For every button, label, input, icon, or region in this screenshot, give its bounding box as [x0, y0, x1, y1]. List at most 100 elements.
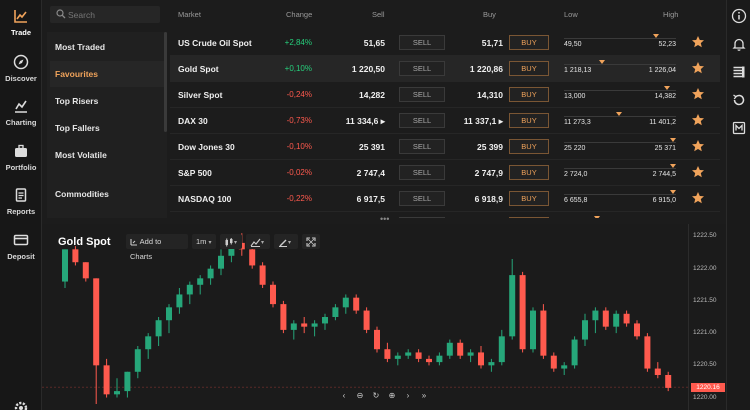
sell-button[interactable]: SELL — [399, 87, 445, 102]
change-value: +0,10% — [284, 64, 312, 73]
buy-button[interactable]: BUY — [509, 165, 549, 180]
category-scrollbar[interactable] — [164, 32, 167, 132]
sell-button[interactable]: SELL — [399, 35, 445, 50]
range-bar — [564, 168, 676, 169]
timeframe-select[interactable]: 1m ▾ — [192, 234, 216, 249]
category-top-fallers[interactable]: Top Fallers — [55, 123, 100, 133]
card-icon — [13, 234, 29, 246]
drawing-tools-select[interactable]: ▾ — [274, 234, 298, 249]
sell-price: 11 334,6 ▸ — [345, 116, 385, 126]
favourite-star-icon[interactable] — [691, 139, 705, 153]
category-most-traded[interactable]: Most Traded — [55, 42, 106, 52]
table-row[interactable]: Silver Spot -0,24% 14,282 SELL 14,310 BUY 13,0… — [170, 82, 720, 108]
low-value: 11 273,3 — [564, 119, 591, 126]
candlestick-type-icon — [225, 237, 233, 247]
sell-button[interactable]: SELL — [399, 61, 445, 76]
chart-panel[interactable]: Gold Spot Add to Charts 1m ▾ ▾ ▾ ▾ 1220.… — [42, 224, 726, 410]
nav-portfolio[interactable]: Portfolio — [0, 143, 42, 172]
category-favourites[interactable]: Favourites — [50, 61, 164, 87]
low-value: 2 724,0 — [564, 171, 588, 178]
zoom-out-icon[interactable]: ⊖ — [356, 391, 364, 400]
favourite-star-icon[interactable] — [691, 191, 705, 205]
chevron-down-icon: ▾ — [208, 240, 212, 246]
nav-charting[interactable]: Charting — [0, 98, 42, 127]
sell-price: 6 917,5 — [356, 194, 385, 204]
high-value: 52,23 — [658, 41, 676, 48]
market-name[interactable]: DAX 30 — [178, 116, 208, 126]
candle — [478, 346, 484, 369]
nav-trade[interactable]: Trade — [0, 8, 42, 37]
range-marker — [669, 138, 676, 142]
change-value: -0,22% — [286, 194, 312, 203]
favourite-star-icon[interactable] — [691, 165, 705, 179]
fullscreen-button[interactable] — [302, 234, 320, 249]
table-row[interactable]: S&P 500 -0,02% 2 747,4 SELL 2 747,9 BUY 2 724,… — [170, 160, 720, 186]
layout-icon[interactable] — [731, 64, 747, 80]
buy-button[interactable]: BUY — [509, 87, 549, 102]
scroll-left-icon[interactable]: ‹ — [342, 391, 346, 400]
buy-button[interactable]: BUY — [509, 35, 549, 50]
sell-button[interactable]: SELL — [399, 191, 445, 206]
search-input[interactable] — [68, 8, 156, 21]
sell-button[interactable]: SELL — [399, 165, 445, 180]
category-commodities[interactable]: Commodities — [55, 189, 109, 199]
market-name[interactable]: Silver Spot — [178, 90, 223, 100]
trade-chart-icon — [14, 10, 27, 23]
favourite-star-icon[interactable] — [691, 113, 705, 127]
table-row[interactable]: DAX 30 -0,73% 11 334,6 ▸ SELL 11 337,1 ▸ BUY 1… — [170, 108, 720, 134]
news-icon[interactable] — [731, 120, 747, 136]
pen-icon — [279, 239, 287, 247]
market-name[interactable]: S&P 500 — [178, 168, 212, 178]
table-row[interactable]: NASDAQ 100 -0,22% 6 917,5 SELL 6 918,9 BUY 6 6… — [170, 186, 720, 212]
sell-button[interactable]: SELL — [399, 139, 445, 154]
chart-type-select[interactable]: ▾ — [220, 234, 242, 249]
nav-discover[interactable]: Discover — [0, 54, 42, 83]
scroll-right-icon[interactable]: › — [406, 391, 410, 400]
left-nav: Trade Discover Charting Portfolio Report… — [0, 0, 42, 410]
table-row[interactable]: Gold Spot +0,10% 1 220,50 SELL 1 220,86 BUY 1 … — [170, 56, 720, 82]
market-search[interactable] — [50, 6, 160, 23]
candle — [394, 352, 401, 366]
favourite-star-icon[interactable] — [691, 35, 705, 49]
category-top-risers[interactable]: Top Risers — [55, 96, 99, 106]
price-tick-label: 1221.00 — [693, 329, 717, 337]
buy-button[interactable]: BUY — [509, 139, 549, 154]
market-name[interactable]: Dow Jones 30 — [178, 142, 235, 152]
buy-button[interactable]: BUY — [509, 113, 549, 128]
buy-price: 6 918,9 — [474, 194, 503, 204]
buy-button[interactable]: BUY — [509, 61, 549, 76]
favourite-star-icon[interactable] — [691, 87, 705, 101]
sell-button[interactable]: SELL — [399, 113, 445, 128]
zoom-in-icon[interactable]: ⊕ — [388, 391, 396, 400]
panel-splitter[interactable]: ••• — [42, 214, 726, 224]
table-row[interactable]: Dow Jones 30 -0,10% 25 391 SELL 25 399 BUY 25 … — [170, 134, 720, 160]
indicators-select[interactable]: ▾ — [246, 234, 270, 249]
candle — [62, 249, 68, 288]
sell-price: 2 747,4 — [356, 168, 385, 178]
settings-gear-icon[interactable] — [13, 400, 29, 410]
reset-icon[interactable]: ↻ — [372, 391, 380, 400]
market-name[interactable]: NASDAQ 100 — [178, 194, 232, 204]
candle — [166, 304, 172, 334]
bell-icon[interactable] — [731, 36, 747, 52]
favourite-star-icon[interactable] — [691, 61, 705, 75]
nav-reports[interactable]: Reports — [0, 187, 42, 216]
info-icon[interactable] — [731, 8, 747, 24]
buy-button[interactable]: BUY — [509, 191, 549, 206]
search-icon — [56, 9, 66, 19]
candle — [301, 317, 308, 334]
category-most-volatile[interactable]: Most Volatile — [55, 150, 107, 160]
add-to-charts-button[interactable]: Add to Charts — [126, 234, 188, 261]
history-icon[interactable] — [731, 92, 747, 108]
market-name[interactable]: US Crude Oil Spot — [178, 38, 252, 48]
candle — [186, 281, 193, 305]
candle — [353, 294, 360, 314]
market-name[interactable]: Gold Spot — [178, 64, 219, 74]
price-axis[interactable]: 1220.16 1222.50 1222.00 1221.50 1221.00 1220… — [688, 224, 726, 410]
candle — [582, 313, 588, 346]
go-to-latest-icon[interactable]: » — [421, 391, 427, 400]
candle — [374, 326, 380, 353]
table-row[interactable]: US Crude Oil Spot +2,84% 51,65 SELL 51,71 BUY… — [170, 30, 720, 56]
range-bar — [564, 90, 676, 91]
nav-deposit[interactable]: Deposit — [0, 232, 42, 261]
